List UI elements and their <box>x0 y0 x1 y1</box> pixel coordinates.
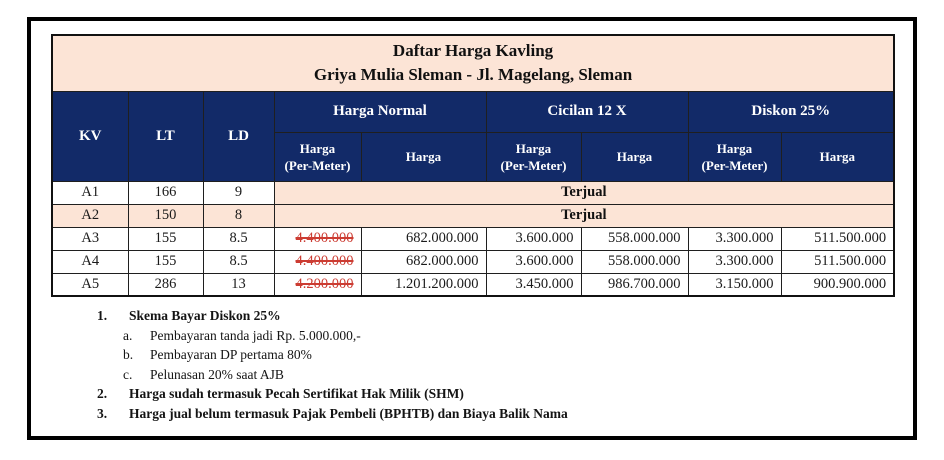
note-marker: 3. <box>97 405 108 421</box>
cell-lt: 166 <box>127 180 204 205</box>
header-sub-row: Harga (Per-Meter) Harga Harga (Per-Meter… <box>52 131 895 182</box>
col-header-lt: LT <box>127 90 204 182</box>
title-line-2: Griya Mulia Sleman - Jl. Magelang, Slema… <box>313 65 633 85</box>
note-1b: b. Pembayaran DP pertama 80% <box>123 345 857 365</box>
note-1: 1. Skema Bayar Diskon 25% <box>97 306 857 326</box>
cell-cicilan-harga: 986.700.000 <box>580 272 689 297</box>
status-sold: Terjual <box>273 203 895 228</box>
table-row-a1: A1 166 9 Terjual <box>51 180 895 205</box>
cell-ld: 8.5 <box>202 249 275 274</box>
sub-header-cicilan-per-meter: Harga (Per-Meter) <box>485 131 582 182</box>
header-group-row: KV LT LD Harga Normal Cicilan 12 X Disko… <box>51 90 895 182</box>
note-1c: c. Pelunasan 20% saat AJB <box>123 365 857 385</box>
note-1a: a. Pembayaran tanda jadi Rp. 5.000.000,- <box>123 326 857 346</box>
cell-normal-per-meter: 4.200.000 <box>273 272 362 297</box>
note-marker: b. <box>123 347 134 362</box>
strikethrough-price: 4.200.000 <box>295 275 354 292</box>
title-line-1: Daftar Harga Kavling <box>392 41 554 61</box>
cell-diskon-harga: 511.500.000 <box>780 249 895 274</box>
cell-diskon-harga: 900.900.000 <box>780 272 895 297</box>
cell-ld: 8 <box>202 203 275 228</box>
cell-normal-per-meter: 4.400.000 <box>273 249 362 274</box>
col-header-ld: LD <box>202 90 275 182</box>
cell-cicilan-harga: 558.000.000 <box>580 226 689 251</box>
note-marker: a. <box>123 327 133 343</box>
cell-kv: A5 <box>51 272 129 297</box>
table-row-a2: A2 150 8 Terjual <box>51 203 895 228</box>
note-text: Harga jual belum termasuk Pajak Pembeli … <box>129 405 568 421</box>
col-header-kv: KV <box>51 90 129 182</box>
strikethrough-price: 4.400.000 <box>295 253 354 269</box>
strikethrough-price: 4.400.000 <box>295 230 354 246</box>
sub-header-label: Harga <box>716 140 753 156</box>
price-table: Daftar Harga Kavling Griya Mulia Sleman … <box>51 34 896 297</box>
sub-header-label: Harga <box>299 140 336 156</box>
cell-lt: 286 <box>127 272 204 297</box>
cell-lt: 155 <box>127 249 204 274</box>
note-2: 2. Harga sudah termasuk Pecah Sertifikat… <box>97 384 857 404</box>
cell-ld: 9 <box>202 180 275 205</box>
table-title-row: Daftar Harga Kavling Griya Mulia Sleman … <box>51 34 895 92</box>
table-row-a3: A3 155 8.5 4.400.000 682.000.000 3.600.0… <box>51 226 895 251</box>
notes-section: 1. Skema Bayar Diskon 25% a. Pembayaran … <box>97 306 857 423</box>
sub-header-label: (Per-Meter) <box>500 157 567 173</box>
cell-lt: 150 <box>127 203 204 228</box>
cell-cicilan-per-meter: 3.600.000 <box>485 249 582 274</box>
cell-diskon-per-meter: 3.300.000 <box>687 249 782 274</box>
sub-header-normal-per-meter: Harga (Per-Meter) <box>273 131 362 182</box>
note-text: Pembayaran tanda jadi Rp. 5.000.000,- <box>150 327 361 343</box>
note-3: 3. Harga jual belum termasuk Pajak Pembe… <box>97 404 857 424</box>
sub-header-normal-harga: Harga <box>360 131 487 182</box>
cell-diskon-per-meter: 3.300.000 <box>687 226 782 251</box>
table-row-a5: A5 286 13 4.200.000 1.201.200.000 3.450.… <box>51 272 895 297</box>
cell-kv: A1 <box>51 180 129 205</box>
group-header-diskon-25: Diskon 25% <box>687 90 895 133</box>
cell-normal-harga: 682.000.000 <box>360 226 487 251</box>
cell-kv: A2 <box>51 203 129 228</box>
sub-header-diskon-per-meter: Harga (Per-Meter) <box>687 131 782 182</box>
cell-kv: A4 <box>51 249 129 274</box>
note-text: Skema Bayar Diskon 25% <box>129 308 281 323</box>
cell-normal-harga: 682.000.000 <box>360 249 487 274</box>
note-text: Pelunasan 20% saat AJB <box>150 366 284 382</box>
group-header-cicilan-12x: Cicilan 12 X <box>485 90 689 133</box>
sub-header-cicilan-harga: Harga <box>580 131 689 182</box>
note-marker: 2. <box>97 386 108 401</box>
table-row-a4: A4 155 8.5 4.400.000 682.000.000 3.600.0… <box>51 249 895 274</box>
sub-header-label: (Per-Meter) <box>284 157 351 173</box>
cell-normal-harga: 1.201.200.000 <box>360 272 487 297</box>
sub-header-label: Harga <box>515 140 552 156</box>
cell-ld: 8.5 <box>202 226 275 251</box>
note-marker: c. <box>123 366 133 382</box>
table-title: Daftar Harga Kavling Griya Mulia Sleman … <box>51 34 895 92</box>
sub-header-label: (Per-Meter) <box>701 157 768 173</box>
cell-kv: A3 <box>51 226 129 251</box>
cell-diskon-harga: 511.500.000 <box>780 226 895 251</box>
group-header-harga-normal: Harga Normal <box>273 90 487 133</box>
cell-cicilan-harga: 558.000.000 <box>580 249 689 274</box>
cell-normal-per-meter: 4.400.000 <box>273 226 362 251</box>
cell-diskon-per-meter: 3.150.000 <box>687 272 782 297</box>
note-text: Harga sudah termasuk Pecah Sertifikat Ha… <box>129 386 464 401</box>
cell-cicilan-per-meter: 3.450.000 <box>485 272 582 297</box>
status-sold: Terjual <box>273 180 895 205</box>
cell-cicilan-per-meter: 3.600.000 <box>485 226 582 251</box>
note-marker: 1. <box>97 308 108 323</box>
note-text: Pembayaran DP pertama 80% <box>150 347 312 362</box>
cell-lt: 155 <box>127 226 204 251</box>
cell-ld: 13 <box>202 272 275 297</box>
sub-header-diskon-harga: Harga <box>780 131 895 182</box>
